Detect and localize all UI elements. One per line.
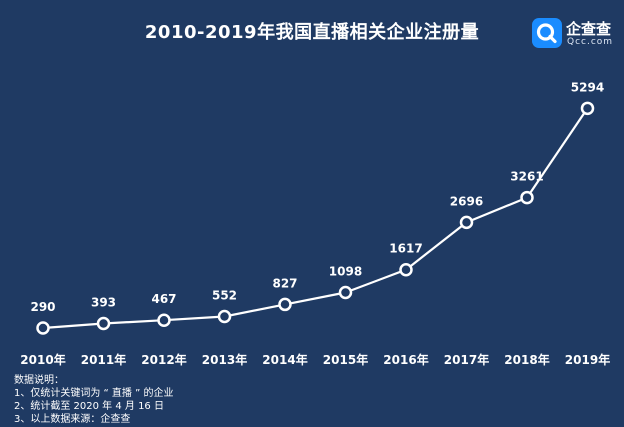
- notes-line-1: 1、仅统计关键词为 “ 直播 ” 的企业: [14, 388, 174, 399]
- data-point-9: [520, 190, 534, 205]
- data-point-5: [278, 297, 292, 312]
- data-label-2: 393: [91, 295, 116, 309]
- notes-heading: 数据说明：: [14, 375, 64, 386]
- qcc-logo-subtext: Qcc.com: [567, 37, 614, 47]
- data-point-8: [459, 215, 474, 230]
- data-notes: 数据说明： 1、仅统计关键词为 “ 直播 ” 的企业 2、统计截至 2020 年…: [14, 374, 173, 426]
- notes-line-3: 3、以上数据来源：企查查: [14, 414, 131, 425]
- x-tick-label-4: 2013年: [202, 352, 247, 367]
- x-tick-label-9: 2018年: [504, 352, 549, 367]
- data-label-5: 827: [272, 276, 297, 290]
- x-tick-label-8: 2017年: [444, 352, 489, 367]
- data-label-6: 1098: [329, 265, 362, 279]
- qcc-logo-text: 企查查: [566, 20, 612, 38]
- data-label-7: 1617: [389, 242, 422, 256]
- chart-title: 2010-2019年我国直播相关企业注册量: [144, 22, 480, 43]
- x-tick-label-5: 2014年: [262, 352, 307, 367]
- x-tick-label-10: 2019年: [565, 352, 610, 367]
- data-point-2: [96, 316, 111, 331]
- qcc-logo-icon: [532, 18, 562, 48]
- data-label-4: 552: [212, 288, 237, 302]
- data-point-4: [217, 309, 232, 324]
- data-point-1: [36, 321, 50, 335]
- data-point-7: [399, 262, 413, 277]
- x-tick-label-2: 2011年: [81, 352, 126, 367]
- data-label-3: 467: [151, 292, 176, 306]
- notes-line-2: 2、统计截至 2020 年 4 月 16 日: [14, 401, 164, 412]
- data-label-10: 5294: [571, 80, 604, 94]
- data-point-6: [338, 285, 353, 300]
- data-label-1: 290: [30, 300, 55, 314]
- data-label-9: 3261: [510, 170, 543, 184]
- data-point-10: [580, 101, 595, 116]
- data-point-3: [157, 313, 171, 327]
- data-label-8: 2696: [450, 194, 483, 208]
- x-tick-label-7: 2016年: [383, 352, 428, 367]
- x-tick-label-3: 2012年: [141, 352, 186, 367]
- qcc-logo: 企查查 Qcc.com: [532, 18, 620, 52]
- x-tick-label-6: 2015年: [323, 352, 368, 367]
- series-line: [42, 107, 589, 330]
- x-tick-label-1: 2010年: [20, 352, 65, 367]
